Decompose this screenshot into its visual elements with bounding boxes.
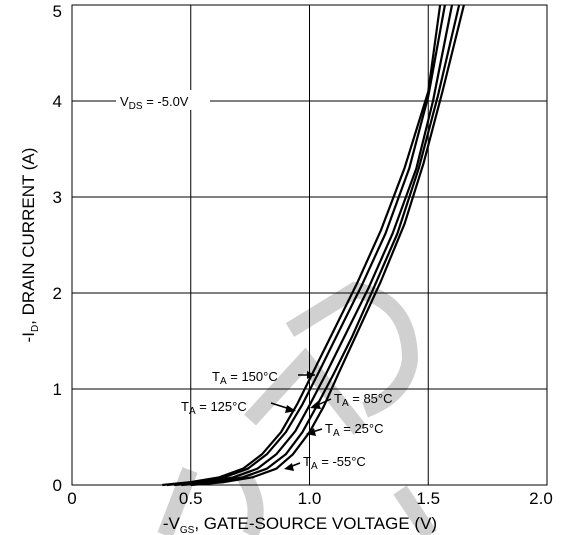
series-annotations: TA = 150°C TA = 125°C TA = 85°C TA = 25°… (181, 369, 393, 472)
series-line-125c (166, 4, 446, 487)
y-tick-label-3: 3 (53, 188, 62, 207)
y-tick-label-1: 1 (53, 380, 62, 399)
series-line-neg55c (190, 4, 465, 487)
x-tick-label-0.5: 0.5 (179, 489, 203, 508)
x-tick-label-2.0: 2.0 (529, 489, 553, 508)
series-label-neg55c: TA = -55°C (303, 454, 366, 472)
y-axis-title: -ID, DRAIN CURRENT (A) (19, 148, 41, 343)
series-line-25c (181, 4, 461, 487)
condition-annotation: VDS = -5.0V (98, 90, 210, 112)
arrowhead-neg55c (284, 463, 294, 471)
x-tick-label-1.0: 1.0 (298, 489, 322, 508)
arrowhead-85c (310, 401, 321, 409)
grid (71, 4, 548, 486)
y-tick-labels: 0 1 2 3 4 5 (53, 2, 62, 495)
y-tick-label-0: 0 (53, 476, 62, 495)
series-line-85c (173, 4, 454, 487)
condition-label: VDS = -5.0V (120, 94, 189, 112)
arrowhead-25c (306, 428, 316, 436)
y-tick-label-5: 5 (53, 2, 62, 21)
series-label-85c: TA = 85°C (334, 391, 393, 409)
x-axis-title: -VGS, GATE-SOURCE VOLTAGE (V) (163, 514, 437, 535)
series-label-125c: TA = 125°C (181, 399, 247, 417)
y-tick-label-4: 4 (53, 92, 62, 111)
y-tick-label-2: 2 (53, 284, 62, 303)
series-label-150c: TA = 150°C (212, 369, 278, 387)
series-layer (162, 4, 465, 487)
arrowhead-150c (307, 371, 315, 379)
arrowhead-125c (285, 405, 296, 413)
x-tick-labels: 0 0.5 1.0 1.5 2.0 (67, 489, 553, 508)
series-label-25c: TA = 25°C (325, 421, 384, 439)
series-line-150c (162, 4, 442, 487)
x-tick-label-0: 0 (67, 489, 76, 508)
x-tick-label-1.5: 1.5 (416, 489, 440, 508)
